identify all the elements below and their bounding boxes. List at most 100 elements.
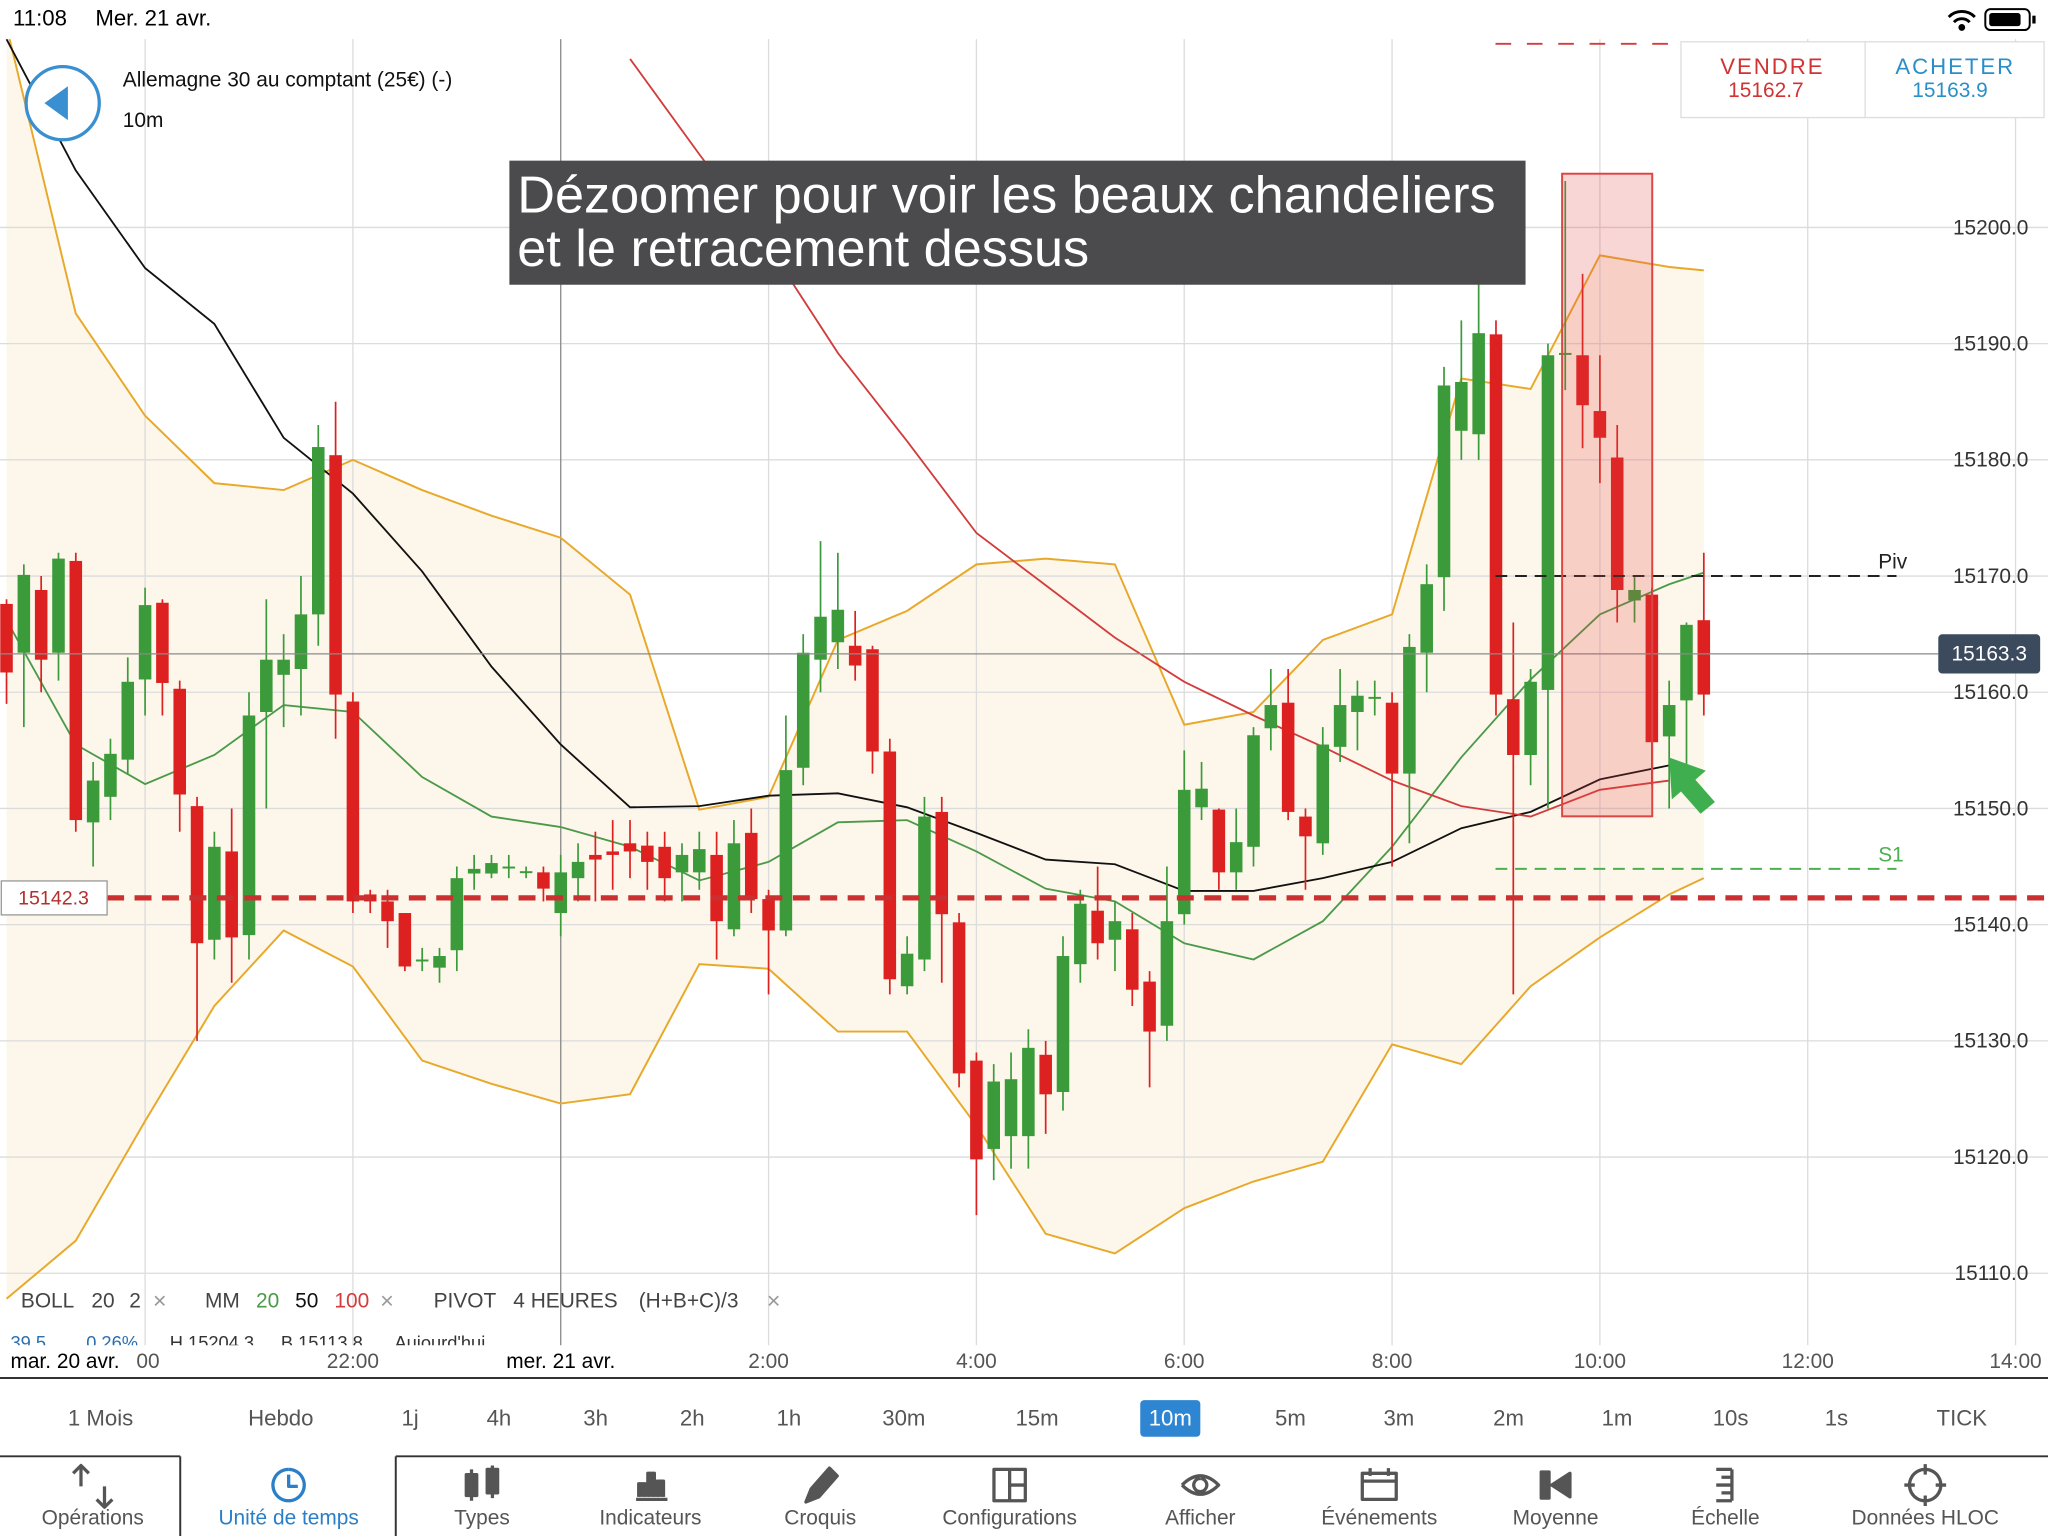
x-tick-label: 4:00 (956, 1350, 997, 1373)
candle-body (173, 688, 186, 795)
timeframe-button[interactable]: 1m (1602, 1406, 1633, 1431)
date-label-bg (0, 1347, 136, 1377)
sell-label: VENDRE (1720, 54, 1824, 79)
order-label: 15142.3 (18, 887, 89, 909)
remove-icon[interactable]: × (767, 1287, 781, 1313)
buy-button[interactable]: ACHETER 15163.9 (1864, 41, 2045, 119)
toolbar-button[interactable]: Données HLOC (1852, 1464, 1999, 1530)
toolbar-button[interactable]: Indicateurs (599, 1471, 702, 1530)
candle-body (156, 602, 169, 683)
candle-body (69, 560, 83, 821)
pivot-label: Piv (1878, 550, 1908, 573)
timeframe-button[interactable]: 2m (1493, 1406, 1524, 1431)
toolbar-button[interactable]: Moyenne (1513, 1470, 1599, 1530)
candle-body (1264, 705, 1278, 729)
candle-body (1143, 981, 1156, 1032)
candle-body (606, 851, 619, 855)
moving-average (629, 58, 1670, 818)
toolbar-button[interactable]: Types (454, 1465, 510, 1530)
toolbar-icon (464, 1465, 500, 1501)
timeframe-label: 5m (1275, 1406, 1306, 1431)
timeframe-button[interactable]: 1h (777, 1406, 802, 1431)
candle-body (346, 701, 360, 902)
candle-body (1160, 921, 1174, 1026)
candle-body (1108, 921, 1122, 940)
timeframe-label: 3m (1383, 1406, 1414, 1431)
timeframe-button[interactable]: 30m (882, 1406, 925, 1431)
candle-body (1229, 842, 1243, 873)
x-tick-label: 22:00 (327, 1350, 379, 1373)
back-button[interactable] (24, 64, 101, 142)
toolbar-button[interactable]: Événements (1321, 1468, 1437, 1530)
candle-body (848, 645, 862, 666)
toolbar-button[interactable]: Configurations (942, 1467, 1077, 1530)
timeframe-button[interactable]: 10s (1713, 1406, 1749, 1431)
timeframe-label: 10s (1713, 1406, 1749, 1431)
candle-body (970, 1060, 983, 1160)
timeframe-button[interactable]: Hebdo (248, 1406, 313, 1431)
x-axis: :00 22:00 mer. 21 avr. 2:00 4:00 6:00 8:00 10:0… (0, 1347, 2042, 1377)
candle-body (658, 846, 671, 879)
y-tick-label: 15110.0 (1954, 1262, 2028, 1285)
instrument-title: Allemagne 30 au comptant (25€) (-) (123, 68, 453, 91)
candle-body (693, 849, 706, 873)
candle-body (260, 659, 273, 712)
remove-icon[interactable]: × (153, 1287, 167, 1313)
candle-body (1403, 646, 1416, 774)
toolbar-icon (271, 1467, 306, 1503)
toolbar-button[interactable]: Afficher (1165, 1474, 1236, 1530)
toolbar-button[interactable]: Croquis (784, 1466, 856, 1530)
highlight-box (1561, 172, 1654, 818)
timeframe-button[interactable]: 3m (1383, 1406, 1414, 1431)
timeframe-button[interactable]: 10m (1140, 1400, 1201, 1437)
candle-body (1368, 696, 1382, 699)
battery-icon (1984, 8, 2036, 32)
timeframe-button[interactable]: 3h (583, 1406, 608, 1431)
timeframe-bar: 1 Mois Hebdo 1j 4h 3h 2h 1h 30m 15m 10m 5m 3m 2m 1m 10… (68, 1400, 1987, 1437)
sell-button[interactable]: VENDRE 15162.7 (1680, 41, 1866, 119)
candle-body (1212, 809, 1226, 873)
candle-body (1195, 788, 1208, 808)
timeframe-button[interactable]: 4h (487, 1406, 512, 1431)
x-tick-label: 2:00 (748, 1350, 789, 1373)
candle-body (883, 751, 897, 980)
pivot-period: 4 HEURES (513, 1290, 617, 1313)
candle-body (1074, 903, 1087, 965)
last-price-label: 15163.3 (1951, 643, 2026, 666)
timeframe-button[interactable]: 2h (680, 1406, 705, 1431)
timeframe-button[interactable]: 1 Mois (68, 1406, 133, 1431)
timeframe-button[interactable]: 1j (401, 1406, 418, 1431)
toolbar-button[interactable]: Échelle (1691, 1467, 1760, 1530)
sell-price: 15162.7 (1728, 79, 1803, 102)
toolbar-label: Afficher (1165, 1507, 1235, 1530)
toolbar-icon (1180, 1474, 1221, 1496)
candle-body (104, 753, 117, 797)
timeframe-button[interactable]: 15m (1015, 1406, 1058, 1431)
candles-layer (0, 180, 1711, 1216)
timeframe-button[interactable]: 1s (1825, 1406, 1848, 1431)
candle-body (1299, 816, 1312, 837)
candle-body (1437, 385, 1451, 578)
candle-body (121, 681, 135, 760)
arrow (1669, 757, 1715, 814)
candle-body (1507, 699, 1520, 755)
y-tick-label: 15200.0 (1953, 216, 2028, 239)
mm-label: MM (205, 1290, 240, 1313)
candle-body (1697, 620, 1711, 695)
candle-body (623, 843, 637, 852)
remove-icon[interactable]: × (380, 1287, 394, 1313)
candle-body (1281, 702, 1295, 812)
y-tick-label: 15190.0 (1953, 332, 2028, 355)
candle-body (329, 455, 342, 695)
candle-body (589, 854, 602, 860)
toolbar-button[interactable]: Unité de temps (218, 1467, 359, 1530)
toolbar-button[interactable]: Opérations (42, 1463, 144, 1530)
candle-body (571, 861, 585, 879)
timeframe-button[interactable]: TICK (1937, 1406, 1988, 1431)
timeframe-button[interactable]: 5m (1275, 1406, 1306, 1431)
candle-body (727, 843, 741, 930)
toolbar-label: Opérations (42, 1507, 144, 1530)
overlay-layer: Piv S1 15163.3 15142.3 (0, 42, 2048, 916)
toolbar-icon (804, 1466, 839, 1504)
